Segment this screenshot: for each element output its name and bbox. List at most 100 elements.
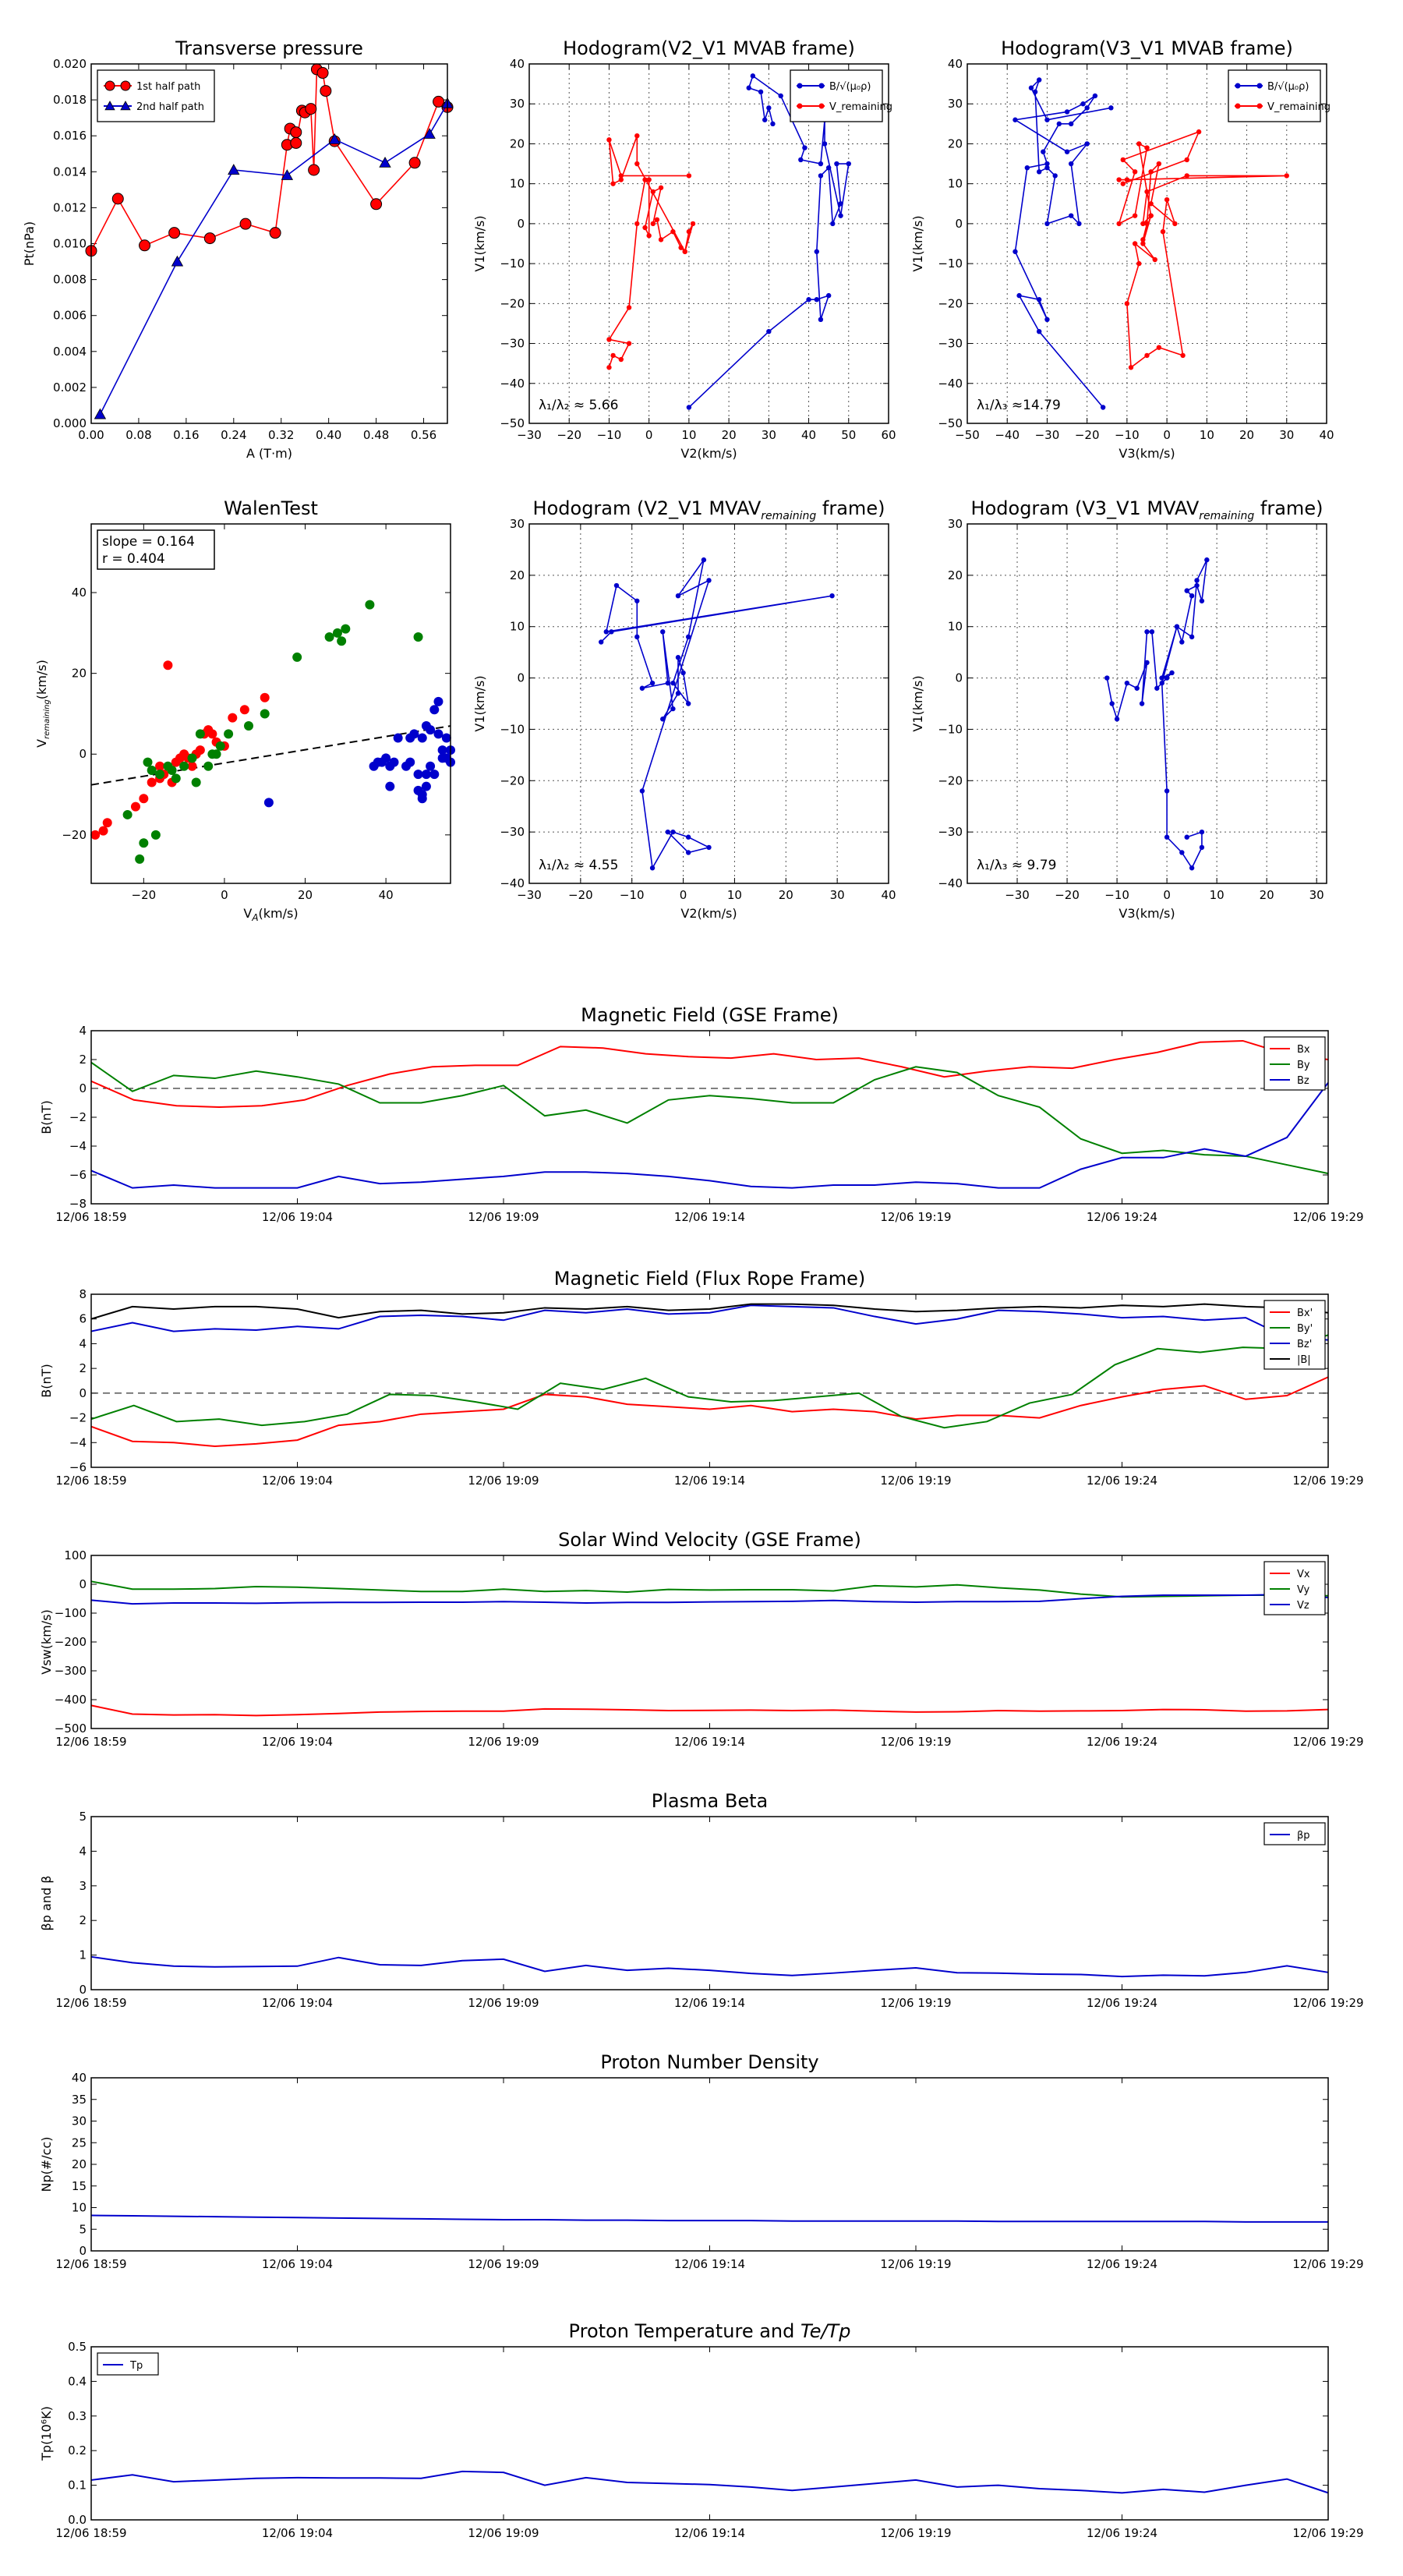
y-tick-label: 0 [79,1081,87,1095]
y-tick-label: 10 [510,620,525,634]
data-point [1012,249,1018,254]
y-tick-label: 2 [79,1913,87,1927]
y-axis-label: V1(km/s) [472,675,487,731]
x-tick-label: 20 [779,888,793,902]
chart-title: Hodogram(V2_V1 MVAB frame) [563,37,855,59]
data-point [1012,117,1018,122]
legend-label: B/√(μ₀ρ) [1267,81,1309,93]
data-point [1144,660,1150,666]
data-point [1044,317,1050,323]
data-point [1144,629,1150,635]
data-point [385,781,395,791]
y-tick-label: 30 [948,97,963,111]
data-point [634,161,640,167]
data-point [750,73,756,79]
data-point [1144,189,1150,195]
data-point [1164,196,1170,203]
data-point [239,705,249,715]
data-point [680,670,686,676]
data-point [1144,145,1150,150]
plot-frame [528,63,889,424]
data-point [260,709,270,719]
data-point [381,753,391,763]
y-tick-label: 0 [79,1386,87,1400]
y-tick-label: 20 [510,136,525,150]
y-tick-label: 0.010 [53,237,87,251]
data-point [1044,165,1050,171]
data-point [163,660,173,671]
x-tick-label: 12/06 18:59 [55,2526,126,2540]
x-axis-label: V3(km/s) [1119,906,1175,921]
x-tick-label: −30 [517,428,542,442]
y-tick-label: −20 [500,296,525,310]
series-0-line [90,2470,1329,2494]
y-tick-label: −4 [69,1139,87,1153]
x-tick-label: 0 [1163,888,1171,902]
data-point [1164,675,1170,681]
data-point [818,173,824,179]
x-tick-label: 10 [1200,428,1214,442]
chart-ts4: Plasma Beta 12/06 18:59 12/06 19:04 12/06 1… [39,1790,1364,2010]
legend-box [790,69,883,122]
data-point [1068,161,1074,167]
chart-tp: Transverse pressure 0.00 0.08 0.16 0.24 0.32 0… [22,37,454,461]
series-0-line [90,1039,1329,1109]
y-tick-label: 0.000 [53,416,87,430]
series-0-line [90,1704,1329,1717]
y-tick-label: 40 [72,2071,87,2085]
legend-label: V_remaining [1267,101,1331,113]
data-point [228,164,240,175]
data-point [682,249,687,254]
data-point [171,773,181,784]
data-point [1194,578,1200,583]
data-point [606,365,612,370]
x-tick-label: −30 [1035,428,1060,442]
series-0 [686,73,851,410]
data-point [389,757,399,767]
data-point [829,593,835,599]
data-point [618,173,624,179]
data-point [1120,157,1126,163]
legend-marker [797,83,803,89]
x-tick-label: 12/06 19:14 [674,1996,745,2010]
legend-label: Tp [129,2360,143,2372]
y-tick-label: 10 [948,620,963,634]
x-tick-label: 0.48 [363,428,389,442]
x-tick-label: 12/06 19:24 [1087,2257,1157,2271]
x-tick-label: 12/06 19:19 [880,2526,951,2540]
data-point [139,838,149,848]
data-point [1124,680,1130,686]
data-point [618,177,624,182]
data-point [778,93,783,99]
y-tick-label: 0.006 [53,309,87,323]
x-tick-label: 12/06 19:14 [674,2257,745,2271]
data-point [290,126,302,139]
series-2-line [90,1593,1329,1605]
data-point [1037,77,1042,83]
data-point [413,770,423,780]
data-point [634,133,640,139]
data-point [1037,169,1042,175]
y-tick-label: 0.014 [53,165,87,179]
y-axis-label: Vremaining(km/s) [34,660,51,748]
data-point [1109,701,1115,706]
x-tick-label: 60 [881,428,896,442]
legend-box [1263,1561,1326,1615]
x-tick-label: −30 [517,888,542,902]
data-point [1140,241,1146,246]
data-point [686,173,692,179]
data-point [650,221,656,227]
y-tick-label: −200 [55,1635,87,1649]
data-point [437,745,447,755]
y-tick-label: 1 [79,1948,87,1962]
chart-walen: WalenTest −20 0 20 40 −20 0 20 40 VA(km/s) Vremain… [34,497,455,923]
data-point [269,227,281,239]
data-point [642,225,648,231]
chart-h3: Hodogram (V2_V1 MVAVremaining frame)−30−… [472,497,896,921]
legend: B/√(μ₀ρ) V_remaining [1228,69,1331,122]
data-point [814,249,820,254]
y-tick-label: 0.0 [68,2513,87,2527]
data-point [1037,328,1042,334]
data-point [167,765,177,775]
data-point [1160,228,1166,235]
